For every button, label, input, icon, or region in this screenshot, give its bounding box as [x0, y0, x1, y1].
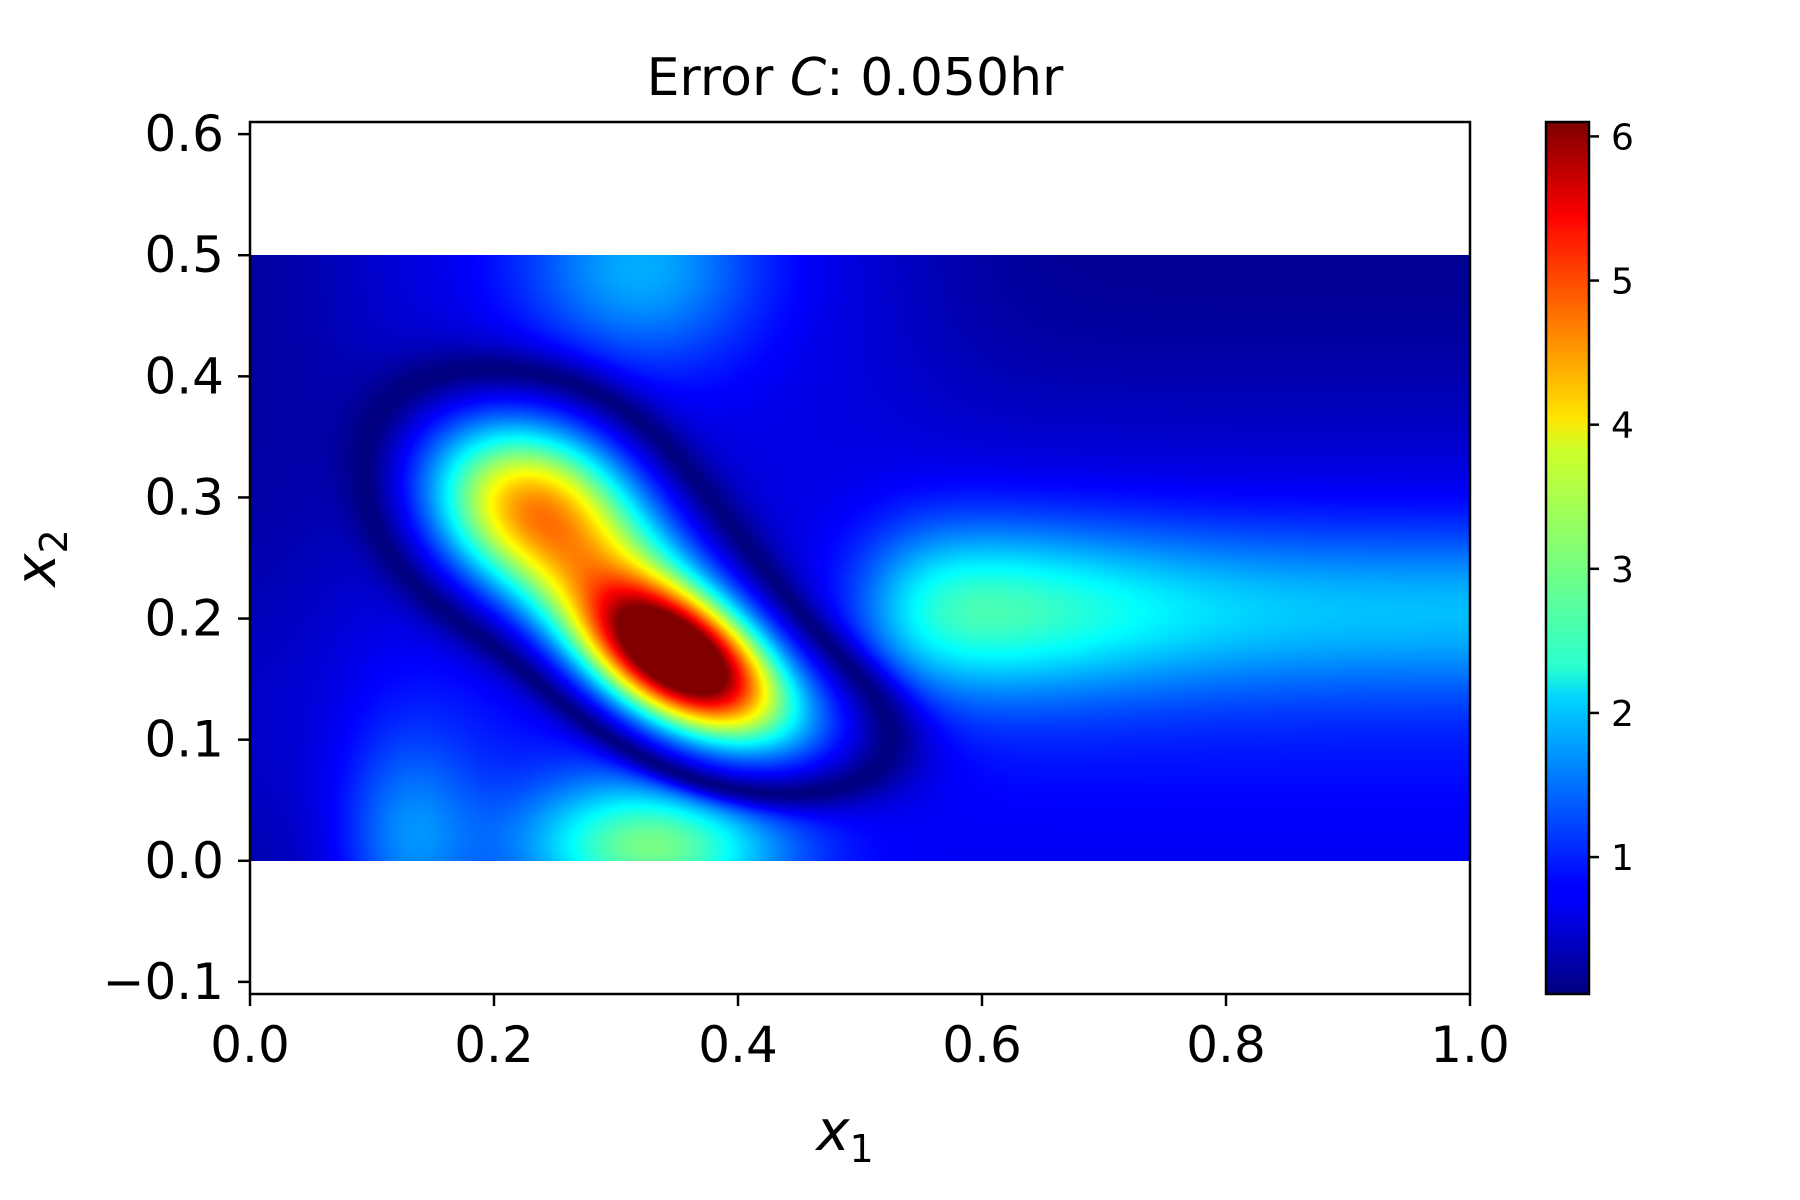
plot-area: 0.0 0.2 0.4 0.6 0.8 1.0 −0.10.00.10.20.30.40.…: [103, 105, 1510, 1074]
x-tick-label: 0.2: [454, 1016, 534, 1074]
y-tick-label: 0.6: [144, 105, 224, 163]
x-tick-label: 0.0: [210, 1016, 290, 1074]
y-axis-label: x2: [4, 529, 76, 588]
y-tick-label: 0.3: [144, 468, 224, 526]
colorbar-frame: [1544, 120, 1591, 996]
colorbar-ticks: 1 2 3 4 5 6: [1589, 117, 1634, 879]
colorbar-tick-label: 5: [1611, 262, 1634, 303]
y-tick-label: 0.1: [144, 711, 224, 769]
colorbar-gradient: [1546, 122, 1589, 994]
y-axis-ticks: −0.1 0.0 0.1 0.2 0.3 0.4 0.5 0.6: [103, 105, 250, 1011]
colorbar-tick-label: 2: [1611, 694, 1634, 735]
colorbar: 1 2 3 4 5 6: [1544, 117, 1634, 996]
y-tick-label: 0.5: [144, 226, 224, 284]
x-tick-label: 1.0: [1430, 1016, 1510, 1074]
y-tick-label: 0.0: [144, 832, 224, 890]
y-tick-label: 0.2: [144, 590, 224, 648]
heatmap-image: [250, 255, 1470, 861]
colorbar-tick-label: 3: [1611, 550, 1634, 591]
colorbar-tick-label: 6: [1611, 117, 1634, 158]
colorbar-tick-label: 1: [1611, 838, 1634, 879]
x-tick-label: 0.6: [942, 1016, 1022, 1074]
x-axis-label: x1: [814, 1099, 873, 1171]
x-axis-ticks: 0.0 0.2 0.4 0.6 0.8 1.0: [210, 994, 1510, 1074]
plot-frame: [248, 120, 1472, 996]
colorbar-tick-label: 4: [1611, 406, 1634, 447]
x-tick-label: 0.4: [698, 1016, 778, 1074]
chart-title: Error C: 0.050hr: [647, 48, 1064, 108]
y-tick-label: −0.1: [103, 953, 224, 1011]
y-tick-label: 0.4: [144, 347, 224, 405]
x-tick-label: 0.8: [1186, 1016, 1266, 1074]
